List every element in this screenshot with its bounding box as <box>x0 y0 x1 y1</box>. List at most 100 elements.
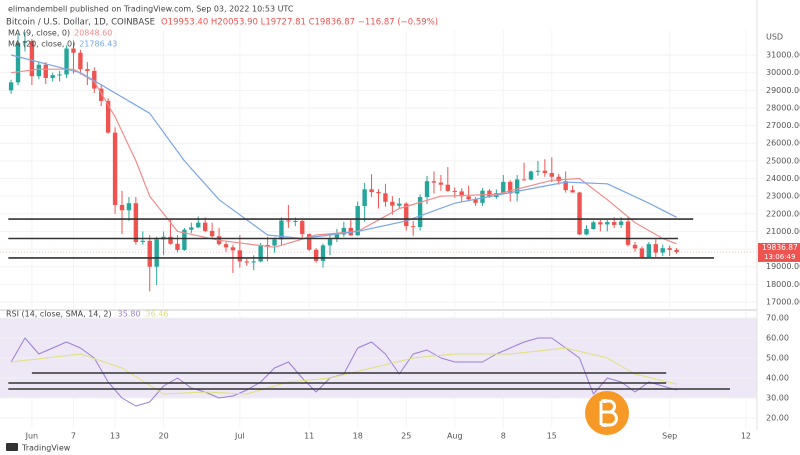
candle-body <box>306 234 312 250</box>
candle-body <box>112 132 118 205</box>
candle-body <box>473 199 478 203</box>
candle-body <box>126 203 132 211</box>
y-tick-label: 31000.00 <box>766 51 800 60</box>
x-tick-label: Jul <box>234 432 245 441</box>
candle-body <box>424 181 430 198</box>
candle-body <box>251 261 256 263</box>
candle-body <box>431 181 437 183</box>
y-tick-label: 60.00 <box>766 334 789 343</box>
candle-body <box>15 42 21 83</box>
candle-body <box>397 203 402 206</box>
candle-body <box>272 239 277 246</box>
y-tick-label: 50.00 <box>766 354 789 363</box>
candle-body <box>230 247 236 251</box>
candle-body <box>577 192 582 235</box>
candle-body <box>410 226 416 228</box>
x-tick-label: 20 <box>159 432 169 441</box>
candle-body <box>362 189 367 207</box>
y-tick-label: 19000.00 <box>766 262 800 271</box>
rsi-title: RSI (14, close, SMA, 14, 2) <box>6 310 112 319</box>
candle-body <box>605 222 610 225</box>
candle-body <box>36 64 42 77</box>
y-tick-label: 18000.00 <box>766 280 800 289</box>
y-tick-label: 29000.00 <box>766 86 800 95</box>
last-price-box <box>758 242 800 262</box>
candle-body <box>501 181 506 194</box>
candle-body <box>508 181 513 194</box>
candle-body <box>417 197 423 228</box>
y-tick-label: 26000.00 <box>766 139 800 148</box>
candle-body <box>223 244 229 248</box>
y-tick-label: 22000.00 <box>766 209 800 218</box>
candle-body <box>313 249 319 261</box>
candle-body <box>487 190 492 198</box>
candle-body <box>92 70 97 89</box>
candle-body <box>584 228 589 235</box>
candle-body <box>258 245 263 262</box>
y-axis-label: USD <box>766 33 783 42</box>
candle-body <box>78 52 83 70</box>
candle-body <box>611 222 617 225</box>
candle-body <box>196 222 201 228</box>
x-tick-label: Jun <box>25 432 39 441</box>
y-tick-label: 17000.00 <box>766 298 800 307</box>
candle-body <box>383 193 388 202</box>
candle-body <box>549 173 555 177</box>
candle-body <box>542 170 548 174</box>
candle-body <box>279 220 284 240</box>
y-tick-label: 21000.00 <box>766 227 800 236</box>
x-tick-label: 18 <box>353 432 363 441</box>
candle-body <box>182 229 187 250</box>
candle-body <box>71 48 76 53</box>
candle-body <box>119 204 125 211</box>
bitcoin-watermark <box>585 391 629 435</box>
y-tick-label: 70.00 <box>766 314 789 323</box>
y-tick-label: 27000.00 <box>766 121 800 130</box>
candle-body <box>390 201 395 206</box>
candle-body <box>154 239 159 267</box>
candle-body <box>598 222 603 225</box>
candle-body <box>29 41 35 77</box>
x-tick-label: 12 <box>741 432 751 441</box>
series-line <box>11 68 677 248</box>
chart-title: Bitcoin / U.S. Dollar, 1D, COINBASE <box>6 18 155 28</box>
candle-body <box>341 227 347 235</box>
candle-body <box>404 203 409 227</box>
y-tick-label: 20.00 <box>766 414 789 423</box>
candle-body <box>327 238 333 246</box>
candle-body <box>43 64 48 78</box>
x-tick-label: 7 <box>71 432 76 441</box>
candle-body <box>632 244 638 249</box>
candle-body <box>293 221 298 223</box>
publisher: elimandembell published on TradingView.c… <box>8 5 294 14</box>
y-tick-label: 24000.00 <box>766 174 800 183</box>
candle-body <box>85 69 90 71</box>
series-line <box>10 54 677 240</box>
candle-body <box>8 82 14 91</box>
legend-name: MA (20, close, 0) <box>8 40 75 49</box>
candle-body <box>300 221 305 235</box>
x-tick-label: 25 <box>401 432 411 441</box>
candle-body <box>202 222 208 231</box>
y-tick-label: 40.00 <box>766 374 789 383</box>
candle-body <box>286 220 291 222</box>
candle-body <box>452 190 457 192</box>
legend-value: 21786.43 <box>79 40 117 49</box>
candle-body <box>438 182 444 185</box>
candle-body <box>646 244 652 258</box>
candle-body <box>653 244 658 253</box>
legend-name: MA (9, close, 0) <box>8 29 70 38</box>
candle-body <box>57 74 62 76</box>
candle-body <box>22 41 28 43</box>
candle-body <box>556 176 561 182</box>
candle-body <box>514 179 520 194</box>
candle-body <box>355 206 360 236</box>
candle-body <box>667 248 672 250</box>
y-tick-label: 28000.00 <box>766 103 800 112</box>
candle-body <box>189 227 194 230</box>
candle-body <box>209 230 215 237</box>
y-tick-label: 30.00 <box>766 394 789 403</box>
x-tick-label: 13 <box>110 432 120 441</box>
